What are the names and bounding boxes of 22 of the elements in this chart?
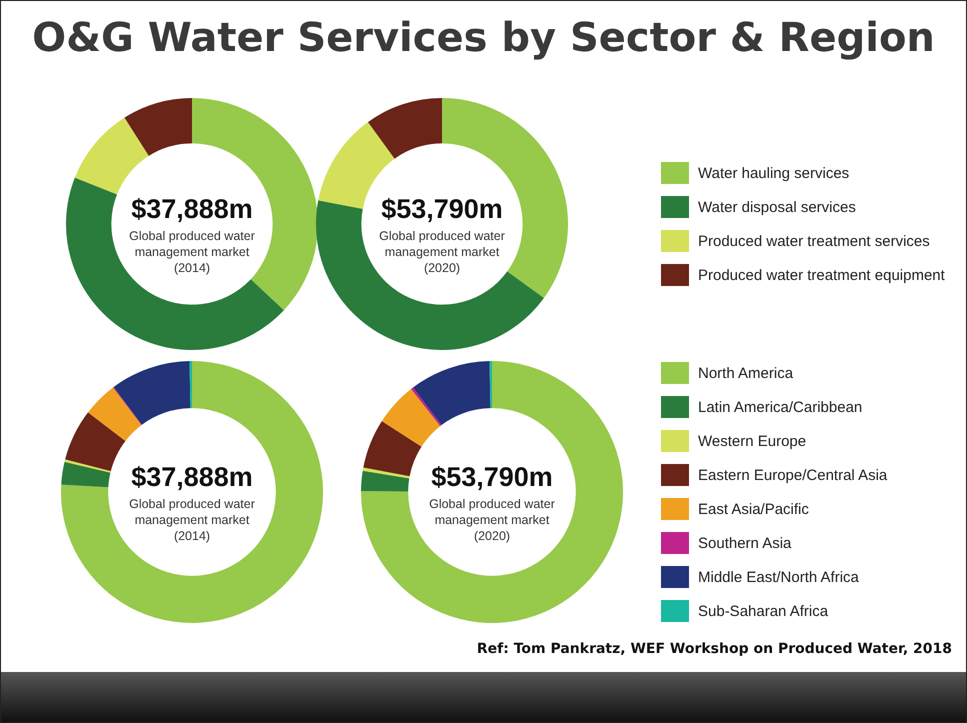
legend-label: Produced water treatment equipment (698, 266, 945, 284)
legend-label: Western Europe (698, 432, 806, 450)
legend-label: Water disposal services (698, 198, 856, 216)
text: $37,888m (131, 194, 253, 224)
text: $53,790m (381, 194, 503, 224)
text: Global produced water management market (2020) (429, 497, 555, 543)
legend-label: Southern Asia (698, 534, 792, 552)
text: $53,790m (431, 462, 553, 492)
legend-label: East Asia/Pacific (698, 500, 809, 518)
legend-label: Water hauling services (698, 164, 850, 182)
legend-label: Middle East/North Africa (698, 568, 859, 586)
legend-label: North America (698, 364, 794, 382)
legend-label: Produced water treatment services (698, 232, 930, 250)
text: Global produced water management market (2014) (129, 229, 255, 275)
chart-title: O&G Water Services by Sector & Region (31, 15, 936, 61)
text: Global produced water management market (2014) (129, 497, 255, 543)
legend-label: Sub-Saharan Africa (698, 602, 828, 620)
text: $37,888m (131, 462, 253, 492)
legend-label: Latin America/Caribbean (698, 398, 862, 416)
text: Global produced water management market (2020) (379, 229, 505, 275)
text: Ref: Tom Pankratz, WEF Workshop on Produced Water, 2018 (476, 641, 952, 657)
legend-label: Eastern Europe/Central Asia (698, 466, 888, 484)
